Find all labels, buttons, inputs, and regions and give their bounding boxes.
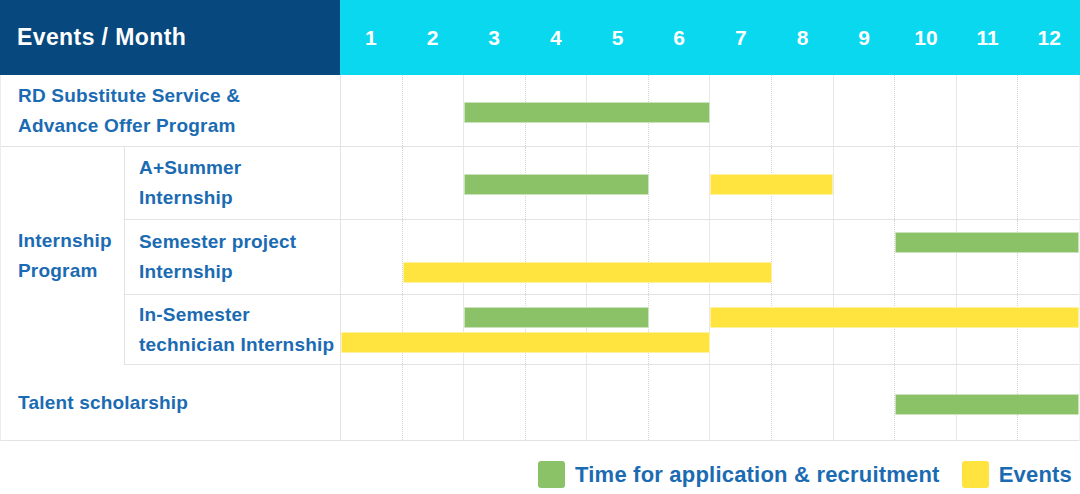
month-grid-cell-6 [649,295,711,364]
month-grid-cell-1 [341,147,403,219]
gantt-body: RD Substitute Service & Advance Offer Pr… [0,75,1080,441]
gantt-bar-green-m10-m12 [895,232,1080,253]
chart-cell-a-summer-internship [341,147,1079,219]
task-label-a-summer-internship: A+Summer Internship [125,147,341,219]
task-label-talent-scholarship-text: Talent scholarship [18,388,188,418]
group-label-internship-program-text: Internship Program [18,226,112,286]
legend-swatch-yellow [962,461,989,488]
month-grid-cell-8 [772,75,834,146]
month-grid-cell-10 [895,295,957,364]
month-grid-cell-11 [957,75,1019,146]
legend: Time for application & recruitment Events [0,441,1080,494]
month-grid-cell-2 [403,365,465,440]
task-row-talent-scholarship: Talent scholarship [1,365,1079,441]
month-grid-cell-4 [526,365,588,440]
month-grid-cell-12 [1018,147,1079,219]
legend-item-green: Time for application & recruitment [538,461,940,488]
month-grid-cell-7 [710,295,772,364]
month-grid-cell-9 [834,220,896,294]
month-grid-cell-12 [1018,295,1079,364]
task-label-semester-project-internship: Semester project Internship [125,220,341,294]
legend-swatch-green [538,461,565,488]
header-row: Events / Month 123456789101112 [0,0,1080,75]
task-label-in-semester-technician-internship: In-Semester technician Internship [125,295,341,364]
month-grid-cell-11 [957,147,1019,219]
month-grid-cell-6 [649,365,711,440]
month-grid-cell-4 [526,295,588,364]
month-grid-cell-3 [464,365,526,440]
task-label-semester-project-internship-text: Semester project Internship [139,227,296,287]
month-grid-cell-10 [895,75,957,146]
month-header-3: 3 [463,0,525,75]
month-header-7: 7 [710,0,772,75]
month-header-row: 123456789101112 [340,0,1080,75]
month-grid-cell-7 [710,75,772,146]
task-label-a-summer-internship-text: A+Summer Internship [139,153,241,213]
month-grid-cell-2 [403,75,465,146]
month-header-9: 9 [833,0,895,75]
month-grid-cell-8 [772,295,834,364]
month-grid-cell-1 [341,295,403,364]
gantt-bar-yellow-m2-m7 [403,262,772,283]
gantt-bar-yellow-m1-m6 [341,332,710,353]
gantt-bar-green-m3-m6 [464,102,710,123]
month-header-4: 4 [525,0,587,75]
task-label-rd-substitute-service-advance-offer-program-text: RD Substitute Service & Advance Offer Pr… [18,81,240,141]
month-grid-cell-5 [587,295,649,364]
month-grid-cell-1 [341,365,403,440]
gantt-bar-green-m10-m12 [895,394,1080,415]
month-grid [341,295,1079,364]
month-header-1: 1 [340,0,402,75]
gantt-bar-yellow-m7-m12 [710,307,1079,328]
month-grid-cell-3 [464,295,526,364]
legend-label-green: Time for application & recruitment [575,462,940,488]
month-grid-cell-9 [834,365,896,440]
month-header-11: 11 [957,0,1019,75]
month-header-6: 6 [648,0,710,75]
legend-item-yellow: Events [962,461,1072,488]
month-grid-cell-2 [403,147,465,219]
group-label-internship-program: Internship Program [1,147,125,365]
month-grid [341,75,1079,146]
month-grid-cell-1 [341,220,403,294]
group-internship-program: Internship Program A+Summer Internship Sem… [1,147,1079,365]
month-header-12: 12 [1018,0,1080,75]
month-grid-cell-12 [1018,75,1079,146]
month-grid-cell-8 [772,220,834,294]
gantt-bar-yellow-m7-m8 [710,174,833,195]
group-rows-internship-program: A+Summer Internship Semester project Inte… [125,147,1079,365]
chart-cell-talent-scholarship [341,365,1079,440]
month-grid-cell-2 [403,295,465,364]
month-grid-cell-7 [710,365,772,440]
task-row-semester-project-internship: Semester project Internship [125,220,1079,295]
gantt-bar-green-m3-m5 [464,174,649,195]
gantt-chart: Events / Month 123456789101112 RD Substi… [0,0,1080,494]
month-grid-cell-9 [834,147,896,219]
task-row-rd-substitute-service-advance-offer-program: RD Substitute Service & Advance Offer Pr… [1,75,1079,147]
events-month-header-cell: Events / Month [0,0,340,75]
month-header-8: 8 [772,0,834,75]
chart-cell-in-semester-technician-internship [341,295,1079,364]
month-header-2: 2 [402,0,464,75]
events-month-header-label: Events / Month [17,24,186,51]
chart-cell-rd-substitute-service-advance-offer-program [341,75,1079,146]
legend-label-yellow: Events [999,462,1072,488]
month-grid-cell-9 [834,75,896,146]
month-grid-cell-9 [834,295,896,364]
month-header-10: 10 [895,0,957,75]
month-grid-cell-6 [649,147,711,219]
month-grid-cell-8 [772,365,834,440]
month-grid-cell-10 [895,147,957,219]
task-label-in-semester-technician-internship-text: In-Semester technician Internship [139,300,334,360]
task-row-in-semester-technician-internship: In-Semester technician Internship [125,295,1079,365]
chart-cell-semester-project-internship [341,220,1079,294]
month-header-5: 5 [587,0,649,75]
task-label-talent-scholarship: Talent scholarship [1,365,341,440]
month-grid-cell-1 [341,75,403,146]
month-grid-cell-11 [957,295,1019,364]
task-row-a-summer-internship: A+Summer Internship [125,147,1079,220]
gantt-bar-green-m3-m5 [464,307,649,328]
month-grid-cell-5 [587,365,649,440]
task-label-rd-substitute-service-advance-offer-program: RD Substitute Service & Advance Offer Pr… [1,75,341,146]
